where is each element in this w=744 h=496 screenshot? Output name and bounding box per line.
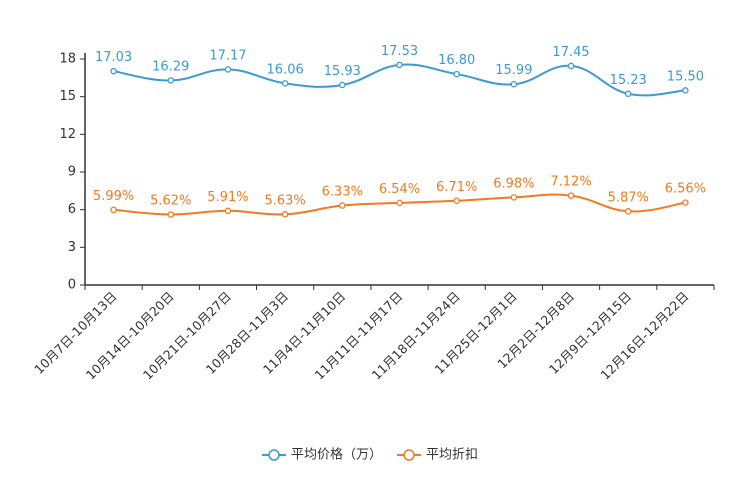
data-point[interactable] xyxy=(396,61,403,69)
data-label: 5.62% xyxy=(150,193,191,208)
data-point[interactable] xyxy=(510,80,518,88)
series-1: 5.99% 5.62% 5.91% 5.63% 6.33% 6.54% 6.71% 6.98%… xyxy=(93,175,706,218)
data-point[interactable] xyxy=(682,87,689,94)
data-point[interactable] xyxy=(224,207,232,215)
legend-item-1[interactable]: 平均折扣 xyxy=(397,448,478,463)
data-label: 15.50 xyxy=(667,69,704,84)
data-point[interactable] xyxy=(510,194,518,201)
data-point[interactable] xyxy=(682,199,689,206)
data-label: 17.45 xyxy=(552,45,589,60)
data-point[interactable] xyxy=(224,66,232,73)
data-label: 6.56% xyxy=(665,182,706,197)
data-point[interactable] xyxy=(110,206,117,214)
data-label: 16.06 xyxy=(267,62,304,77)
legend[interactable]: 平均价格（万） 平均折扣 xyxy=(262,447,478,463)
series: 17.03 16.29 17.17 16.06 15.93 17.53 16.80 15.99… xyxy=(93,44,706,218)
y-ticks: 0 3 6 9 12 15 18 xyxy=(59,52,85,293)
data-point[interactable] xyxy=(624,90,632,98)
data-point[interactable] xyxy=(453,197,460,205)
data-point[interactable] xyxy=(281,211,289,218)
data-label: 16.29 xyxy=(152,59,189,74)
legend-label: 平均价格（万） xyxy=(291,447,382,463)
data-label: 5.99% xyxy=(93,189,134,204)
y-tick-label: 18 xyxy=(59,52,76,67)
legend-marker-icon xyxy=(403,449,415,461)
data-point[interactable] xyxy=(339,81,346,89)
data-point[interactable] xyxy=(453,70,460,78)
data-label: 5.91% xyxy=(207,190,248,205)
data-label: 5.63% xyxy=(264,193,305,208)
y-tick-label: 6 xyxy=(68,202,76,217)
data-point[interactable] xyxy=(396,199,403,207)
y-tick-label: 12 xyxy=(59,127,76,142)
series-line-0 xyxy=(113,63,686,97)
data-label: 5.87% xyxy=(608,190,649,205)
data-label: 17.17 xyxy=(209,48,246,63)
y-tick-label: 3 xyxy=(68,240,76,255)
series-0: 17.03 16.29 17.17 16.06 15.93 17.53 16.80 15.99… xyxy=(95,44,704,98)
x-ticks: 10月7日-10月13日10月14日-10月20日10月21日-10月27日10… xyxy=(31,285,715,383)
data-point[interactable] xyxy=(281,80,289,87)
data-label: 6.33% xyxy=(322,185,363,200)
legend-marker-icon xyxy=(268,449,280,461)
data-point[interactable] xyxy=(167,77,175,84)
data-label: 15.23 xyxy=(610,73,647,88)
data-label: 16.80 xyxy=(438,53,475,68)
data-label: 6.71% xyxy=(436,180,477,195)
y-tick-label: 9 xyxy=(68,165,76,180)
data-label: 6.54% xyxy=(379,182,420,197)
data-label: 15.99 xyxy=(495,63,532,78)
y-tick-label: 15 xyxy=(59,89,76,104)
data-point[interactable] xyxy=(339,202,346,209)
data-point[interactable] xyxy=(567,192,575,199)
y-tick-label: 0 xyxy=(68,278,76,293)
data-point[interactable] xyxy=(567,62,575,70)
data-point[interactable] xyxy=(624,208,632,215)
data-point[interactable] xyxy=(167,211,175,218)
data-label: 7.12% xyxy=(550,175,591,190)
legend-label: 平均折扣 xyxy=(426,448,478,463)
legend-item-0[interactable]: 平均价格（万） xyxy=(262,447,382,463)
data-label: 6.98% xyxy=(493,176,534,191)
data-point[interactable] xyxy=(110,67,117,75)
axes xyxy=(84,53,714,286)
data-label: 15.93 xyxy=(324,64,361,79)
data-label: 17.03 xyxy=(95,50,132,65)
data-label: 17.53 xyxy=(381,44,418,59)
